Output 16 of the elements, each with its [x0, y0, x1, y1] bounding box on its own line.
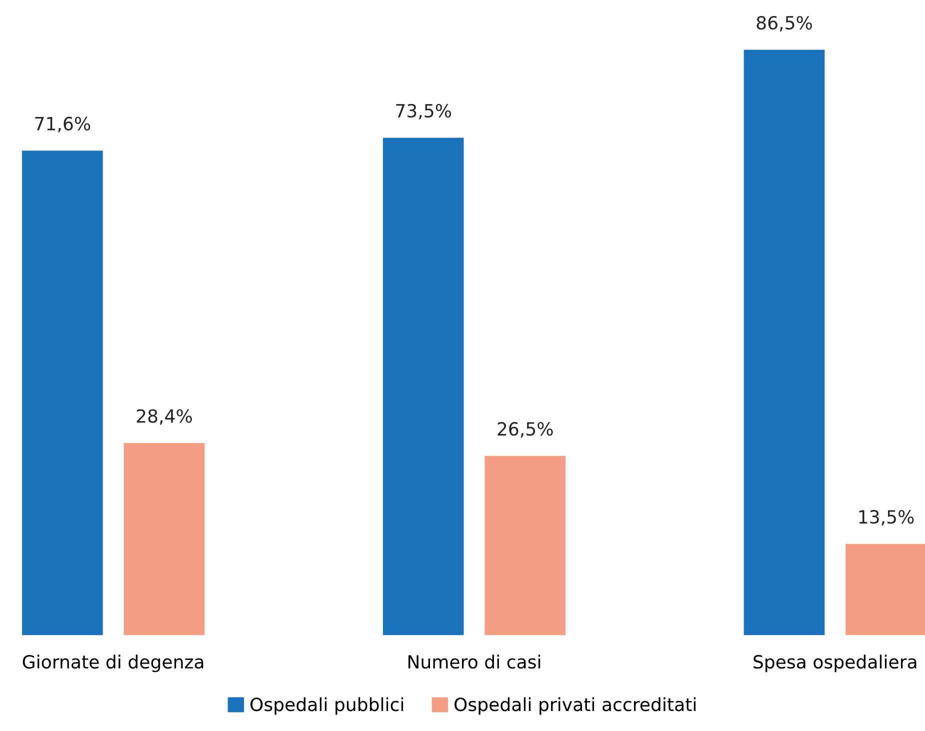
data-label: 13,5%	[859, 510, 914, 526]
x-tick-label: Spesa ospedaliera	[754, 654, 916, 672]
bar	[124, 443, 205, 636]
data-label: 71,6%	[35, 116, 90, 132]
x-tick-label: Numero di casi	[408, 654, 540, 669]
data-label: 26,5%	[498, 422, 553, 438]
x-tick-label: Giornate di degenza	[22, 654, 204, 672]
bar	[484, 456, 566, 636]
data-label: 73,5%	[396, 104, 452, 120]
data-label: 28,4%	[136, 409, 192, 425]
data-label: 86,5%	[756, 16, 812, 32]
bar	[382, 138, 464, 636]
legend-label: Ospedali pubblici	[250, 697, 404, 715]
legend-label: Ospedali privati accreditati	[454, 697, 696, 715]
bar	[744, 50, 825, 636]
bar	[22, 150, 103, 636]
